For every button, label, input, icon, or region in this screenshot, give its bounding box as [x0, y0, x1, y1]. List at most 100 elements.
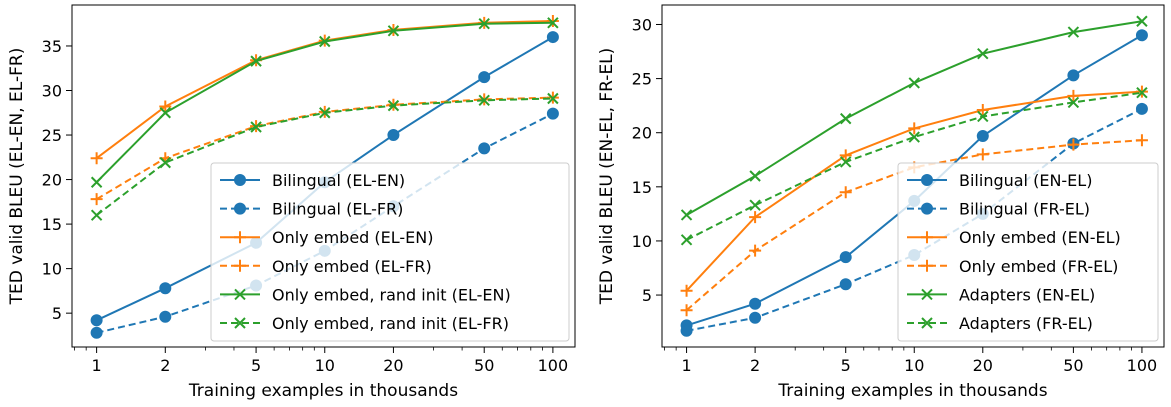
- data-point: [90, 193, 103, 206]
- data-point: [90, 176, 103, 188]
- x-tick-label: 50: [474, 356, 494, 375]
- data-point: [908, 131, 920, 143]
- legend-label: Adapters (EN-EL): [959, 285, 1095, 304]
- data-point: [90, 209, 103, 221]
- data-point: [680, 234, 693, 246]
- data-point: [680, 304, 693, 317]
- data-point: [546, 107, 559, 120]
- series-3: [680, 85, 1148, 297]
- data-point: [478, 142, 491, 155]
- legend-box: [897, 162, 1159, 342]
- legend-item: Adapters (EN-EL): [907, 285, 1095, 304]
- data-point: [749, 211, 762, 224]
- legend: Bilingual (EL-EN) Bilingual (EL-FR) Only e…: [210, 162, 570, 342]
- legend-marker: [921, 231, 933, 244]
- legend-item: Only embed (EL-FR): [220, 257, 432, 276]
- y-tick-label: 25: [632, 70, 652, 89]
- data-point: [1067, 138, 1080, 151]
- x-minor-ticks: [74, 347, 543, 351]
- data-point: [319, 107, 331, 119]
- data-point: [90, 314, 103, 327]
- data-point: [977, 47, 989, 60]
- data-point: [977, 110, 989, 123]
- y-tick-label: 20: [632, 124, 652, 143]
- x-tick-label: 20: [973, 356, 993, 375]
- legend-marker: [921, 202, 933, 215]
- data-point: [1135, 134, 1148, 147]
- data-point: [546, 31, 559, 44]
- y-tick-label: 30: [42, 82, 62, 101]
- legend-item: Bilingual (EL-EN): [220, 171, 405, 190]
- legend-marker: [921, 288, 933, 301]
- x-axis-ticks: 1 2 5 10 20 50 100: [681, 347, 1157, 375]
- x-tick-label: 100: [538, 356, 569, 375]
- data-point: [749, 244, 762, 257]
- legend-marker: [234, 202, 246, 215]
- legend-label: Bilingual (EL-EN): [272, 171, 405, 190]
- legend-label: Bilingual (EL-FR): [272, 200, 403, 219]
- legend-marker: [234, 174, 246, 186]
- y-axis-ticks: 5 10 15 20 25 30 35: [42, 37, 72, 323]
- data-point: [159, 156, 172, 169]
- data-point: [976, 103, 989, 116]
- data-point: [478, 71, 491, 84]
- y-tick-label: 10: [632, 232, 652, 251]
- data-point: [159, 310, 172, 323]
- legend-label: Only embed (FR-EL): [959, 257, 1118, 276]
- data-point: [1067, 96, 1080, 109]
- legend-item: Only embed (FR-EL): [907, 257, 1118, 276]
- data-point: [749, 199, 761, 211]
- legend-item: Only embed, rand init (EL-FR): [220, 314, 509, 333]
- legend-item: Bilingual (FR-EL): [907, 200, 1090, 219]
- x-axis-label: Training examples in thousands: [777, 381, 1047, 401]
- data-point: [840, 156, 852, 168]
- series-6: [680, 86, 1148, 246]
- legend-marker: [234, 288, 246, 301]
- legend-item: Only embed (EL-EN): [220, 228, 433, 247]
- legend-label: Bilingual (FR-EL): [959, 200, 1090, 219]
- legend-item: Bilingual (EN-EL): [907, 171, 1092, 190]
- series-6: [90, 92, 559, 221]
- x-tick-label: 1: [92, 356, 102, 375]
- data-point: [478, 17, 490, 30]
- y-axis-label: TED valid BLEU (EL-EN, EL-FR): [7, 48, 27, 306]
- data-point: [1067, 89, 1080, 102]
- y-tick-label: 5: [52, 304, 62, 323]
- legend-marker: [921, 259, 933, 272]
- x-tick-label: 2: [750, 356, 760, 375]
- plot-frame: [71, 4, 576, 348]
- y-tick-label: 25: [42, 126, 62, 145]
- x-tick-label: 10: [904, 356, 924, 375]
- data-point: [1067, 26, 1080, 38]
- data-point: [250, 121, 262, 133]
- legend: Bilingual (EN-EL) Bilingual (FR-EL) Only e…: [897, 162, 1159, 342]
- data-point: [908, 77, 920, 89]
- x-tick-label: 2: [160, 356, 170, 375]
- data-point: [839, 278, 852, 291]
- data-point: [159, 282, 172, 295]
- legend-label: Only embed (EN-EL): [959, 228, 1121, 247]
- y-tick-label: 10: [42, 260, 62, 279]
- data-point: [908, 122, 921, 135]
- x-minor-ticks: [664, 347, 1132, 351]
- series-5: [680, 15, 1148, 221]
- data-point: [159, 100, 172, 113]
- y-tick-label: 15: [632, 178, 652, 197]
- data-point: [749, 311, 762, 324]
- x-tick-label: 10: [315, 356, 335, 375]
- data-point: [839, 149, 852, 162]
- legend-marker: [234, 317, 246, 329]
- y-tick-label: 5: [642, 286, 652, 305]
- data-point: [680, 324, 693, 337]
- data-point: [547, 17, 559, 29]
- data-point: [749, 170, 761, 182]
- series-5: [90, 17, 559, 188]
- legend-marker: [921, 174, 933, 186]
- x-tick-label: 5: [251, 356, 261, 375]
- legend-marker: [234, 231, 246, 244]
- data-point: [839, 251, 852, 264]
- data-point: [547, 92, 559, 105]
